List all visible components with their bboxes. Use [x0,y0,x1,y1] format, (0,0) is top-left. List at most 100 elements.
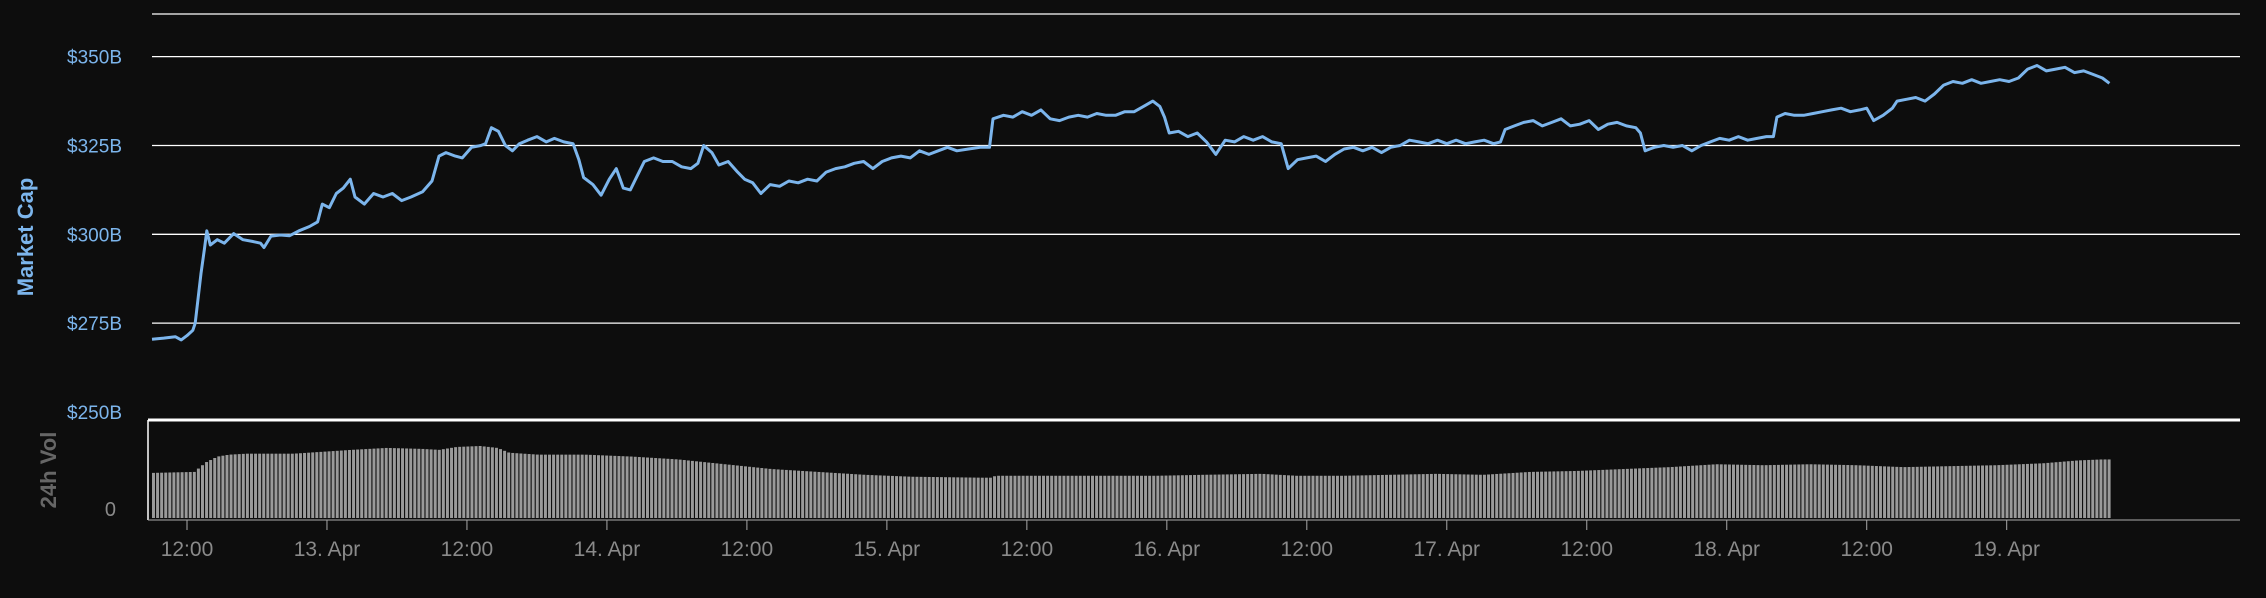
volume-bar [160,472,164,518]
volume-bar [474,446,478,518]
volume-bar [993,476,997,518]
volume-bar [650,457,654,518]
volume-bar [1009,475,1013,518]
volume-bar [956,477,960,518]
volume-bar [180,472,184,518]
volume-bar [2099,459,2103,518]
volume-bar [1531,471,1535,518]
volume-bar [841,473,845,518]
volume-bar [2021,464,2025,518]
volume-bar [1703,464,1707,518]
volume-bar [1340,475,1344,518]
volume-bar [1842,464,1846,518]
volume-bar [703,462,707,518]
volume-bar [895,476,899,518]
volume-bar [262,453,266,518]
volume-bar [1707,464,1711,518]
volume-bar [2042,463,2046,518]
volume-bar [1997,465,2001,518]
volume-bar [1331,475,1335,518]
market-cap-line[interactable] [151,64,2111,342]
volume-bar [878,475,882,518]
volume-bar [1005,475,1009,518]
volume-bar [396,448,400,518]
volume-bar [588,454,592,518]
volume-bar [1209,474,1213,518]
volume-bar [507,452,511,518]
volume-bar [1013,475,1017,518]
volume-bar [960,477,964,518]
volume-bar [1205,474,1209,518]
volume-zero-tick: 0 [105,499,116,521]
volume-bar [1544,471,1548,518]
volume-bar [944,477,948,518]
volume-bar [413,448,417,518]
volume-bar [760,468,764,518]
volume-bar [882,475,886,518]
volume-bar [1556,471,1560,518]
volume-bar [1433,473,1437,518]
volume-bar [719,463,723,518]
volume-bar [1805,464,1809,518]
volume-bar [1144,475,1148,518]
volume-bar [1474,474,1478,518]
volume-bar [1062,475,1066,518]
volume-bar [874,475,878,518]
volume-bar [1813,464,1817,518]
volume-bar [1895,466,1899,518]
volume-bar [776,469,780,518]
volume-bar [788,470,792,518]
volume-bar [919,476,923,518]
volume-bar [1189,475,1192,518]
volume-bar [854,474,858,518]
volume-bar [792,470,796,518]
volume-bar [1552,471,1556,518]
volume-bar [907,476,911,518]
volume-bar [801,470,805,518]
volume-bar [1919,466,1923,518]
volume-bar [592,455,596,518]
volume-bar [1368,475,1372,518]
volume-bar [633,456,637,518]
volume-bar [1315,475,1319,518]
volume-bar [1515,472,1519,518]
volume-bar [1654,467,1658,518]
volume-bar [421,448,425,518]
volume-bar [568,454,572,518]
volume-bar [1723,464,1727,518]
volume-bar [437,449,441,518]
volume-bar [715,463,719,518]
volume-bar [552,454,556,518]
volume-bar [1164,475,1168,518]
volume-bar [1054,475,1058,518]
volume-bar [519,453,523,518]
volume-bar [1017,475,1021,518]
volume-bar [1233,474,1237,518]
volume-bar [1172,475,1176,518]
volume-bar [948,477,952,518]
volume-bar [988,477,992,518]
volume-bar [1074,475,1078,518]
volume-bar [1736,464,1740,518]
volume-bar [478,446,482,518]
volume-bar [813,471,817,518]
volume-bar [1854,465,1858,518]
volume-bar [723,464,727,518]
volume-bar [1123,475,1127,518]
volume-bar [1825,464,1829,518]
volume-bar [1985,465,1989,518]
volume-bar [184,472,188,518]
volume-bar [1225,474,1229,518]
volume-bar [1291,475,1295,518]
volume-bar [1070,475,1074,518]
volume-bar [298,453,302,518]
volume-bar [1968,465,1972,518]
volume-bar [490,447,494,518]
volume-bar [670,459,674,518]
volume-bar [1344,475,1348,518]
volume-bar [1687,465,1691,518]
volume-bar [923,476,927,518]
volume-bar [470,446,474,518]
volume-bar [1091,475,1094,518]
volume-bar [237,454,241,518]
